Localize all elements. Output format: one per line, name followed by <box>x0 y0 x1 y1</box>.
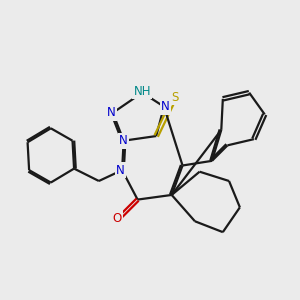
Text: N: N <box>119 134 128 147</box>
Text: S: S <box>171 91 178 104</box>
Text: N: N <box>161 100 170 113</box>
Text: NH: NH <box>134 85 151 98</box>
Text: O: O <box>113 212 122 225</box>
Text: N: N <box>116 164 125 177</box>
Text: N: N <box>107 106 116 119</box>
